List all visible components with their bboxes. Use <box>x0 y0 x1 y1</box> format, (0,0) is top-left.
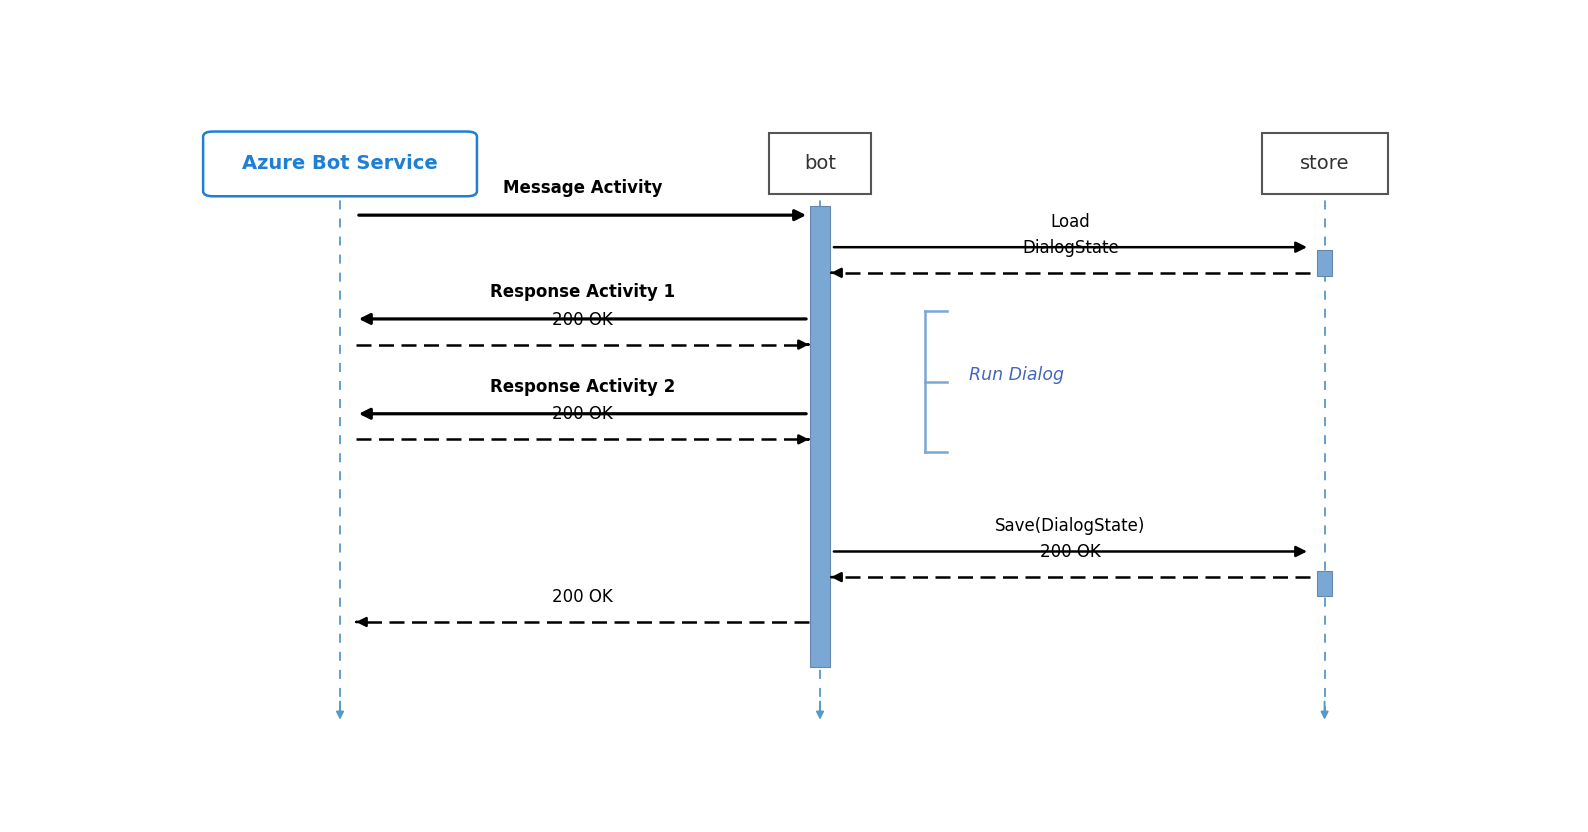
Text: Message Activity: Message Activity <box>503 179 662 197</box>
Bar <box>1316 571 1332 597</box>
Text: 200 OK: 200 OK <box>553 405 613 423</box>
Bar <box>1316 250 1332 276</box>
FancyBboxPatch shape <box>1261 133 1388 195</box>
Text: Response Activity 2: Response Activity 2 <box>489 378 675 396</box>
Text: Save(DialogState): Save(DialogState) <box>996 518 1145 536</box>
Text: Response Activity 1: Response Activity 1 <box>491 283 675 301</box>
FancyBboxPatch shape <box>203 131 476 196</box>
Text: store: store <box>1301 155 1350 173</box>
Text: Run Dialog: Run Dialog <box>969 366 1064 384</box>
Bar <box>810 206 831 666</box>
Text: 200 OK: 200 OK <box>553 310 613 329</box>
Text: bot: bot <box>804 155 835 173</box>
Text: DialogState: DialogState <box>1023 239 1120 257</box>
Text: 200 OK: 200 OK <box>1040 543 1100 561</box>
FancyBboxPatch shape <box>769 133 872 195</box>
Text: Azure Bot Service: Azure Bot Service <box>241 155 438 173</box>
Text: 200 OK: 200 OK <box>553 588 613 606</box>
Text: Load: Load <box>1051 213 1091 231</box>
